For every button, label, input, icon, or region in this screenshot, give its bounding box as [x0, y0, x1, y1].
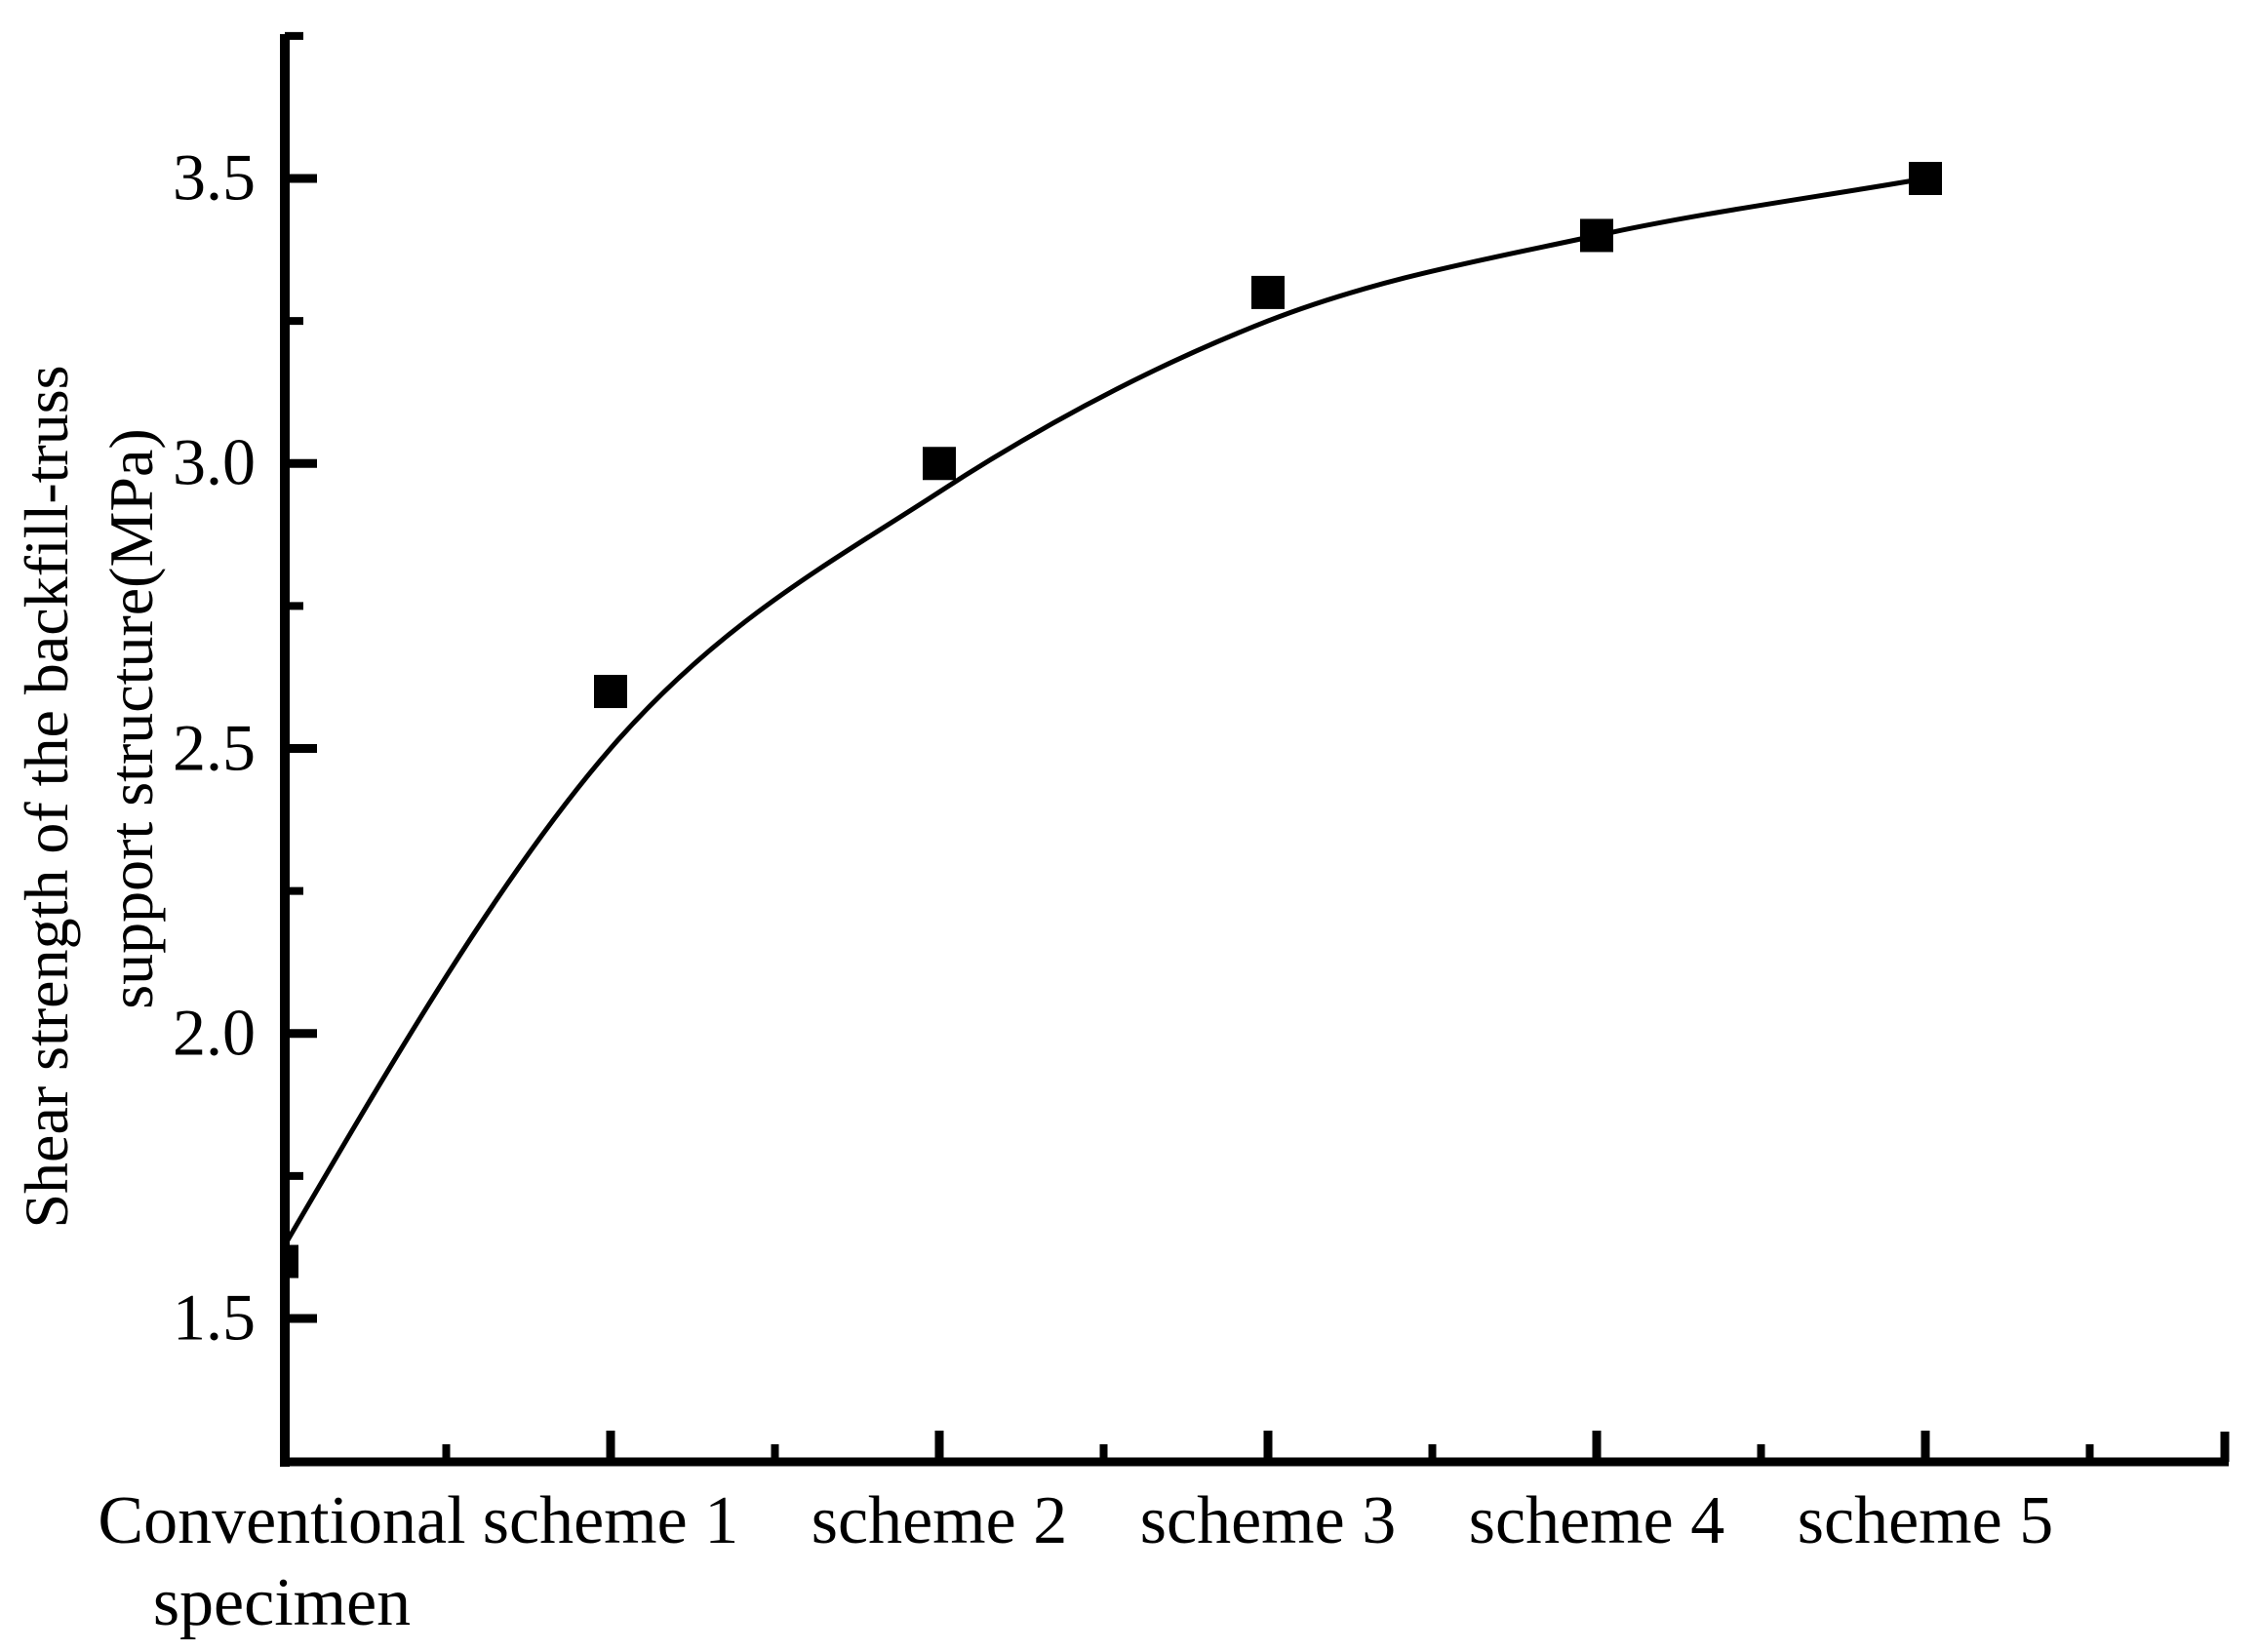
y-tick-label: 3.0 — [173, 424, 256, 499]
y-tick-label: 1.5 — [173, 1279, 256, 1355]
x-tick-label: scheme 3 — [1140, 1480, 1396, 1562]
y-axis-label-line-2: support structure(MPa) — [97, 428, 166, 1009]
fit-curve — [289, 176, 1926, 1243]
x-tick-label: scheme 2 — [812, 1480, 1067, 1562]
x-tick-label-line: Conventional — [98, 1483, 466, 1558]
data-point-marker — [289, 1244, 298, 1278]
y-axis-label-line-1: Shear strength of the backfill-truss — [12, 365, 81, 1229]
x-tick-label: Conventional specimen — [98, 1480, 465, 1644]
data-point-marker — [1909, 162, 1942, 195]
x-tick-label-line: scheme 2 — [811, 1483, 1068, 1558]
x-tick-label-line: scheme 3 — [1139, 1483, 1397, 1558]
x-tick-label: scheme 5 — [1798, 1480, 2053, 1562]
x-tick-label: scheme 4 — [1469, 1480, 1724, 1562]
x-tick-label-line: scheme 4 — [1468, 1483, 1725, 1558]
x-tick-label-line: scheme 5 — [1797, 1483, 2054, 1558]
x-tick-label-line: specimen — [152, 1565, 412, 1640]
data-point-marker — [1251, 275, 1285, 309]
x-tick-label-line: scheme 1 — [482, 1483, 739, 1558]
data-point-marker — [594, 675, 627, 709]
y-tick-label: 2.5 — [173, 710, 256, 785]
y-tick-label: 3.5 — [173, 139, 256, 215]
data-point-marker — [1580, 218, 1613, 253]
x-tick-label: scheme 1 — [483, 1480, 738, 1562]
data-point-marker — [923, 447, 956, 481]
y-tick-label: 2.0 — [173, 995, 256, 1070]
